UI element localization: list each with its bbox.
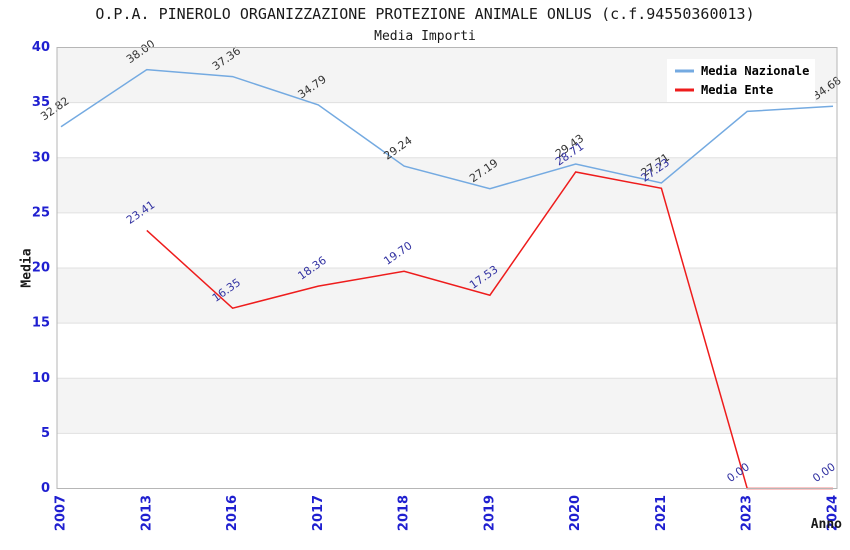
plot-band (57, 268, 837, 324)
plot-band (57, 157, 837, 213)
data-label: 0.00 (724, 460, 752, 485)
plot-band (57, 378, 837, 434)
x-tick-label: 2016 (225, 495, 240, 531)
legend-entry-media-ente: Media Ente (675, 83, 773, 97)
y-tick-label: 15 (32, 316, 50, 331)
legend-entry-media-nazionale: Media Nazionale (675, 64, 809, 78)
data-label: 19.70 (381, 239, 414, 268)
series-line-media-nazionale (60, 68, 834, 190)
series-line-media-ente (146, 171, 833, 490)
y-tick-label: 20 (32, 261, 50, 276)
chart-title: O.P.A. PINEROLO ORGANIZZAZIONE PROTEZION… (95, 5, 754, 23)
legend-label: Media Ente (701, 83, 773, 97)
plot-border (56, 47, 838, 489)
x-tick-label: 2023 (740, 495, 755, 531)
y-axis-title: Media (20, 248, 35, 287)
y-tick-label: 10 (32, 371, 50, 386)
legend-label: Media Nazionale (701, 64, 809, 78)
x-tick-label: 2007 (54, 495, 69, 531)
y-tick-label: 5 (41, 426, 50, 441)
x-tick-label: 2019 (482, 495, 497, 531)
y-tick-label: 35 (32, 95, 50, 110)
legend: Media Nazionale Media Ente (667, 59, 815, 102)
y-tick-label: 40 (32, 40, 50, 55)
x-tick-label: 2021 (654, 495, 669, 531)
legend-box (667, 59, 815, 102)
data-label: 0.00 (810, 460, 838, 485)
x-tick-label: 2024 (826, 495, 841, 531)
x-tick-label: 2018 (397, 495, 412, 531)
x-tick-label: 2020 (568, 495, 583, 531)
y-tick-label: 30 (32, 150, 50, 165)
y-tick-label: 0 (41, 481, 50, 496)
x-tick-label: 2017 (311, 495, 326, 531)
y-tick-label: 25 (32, 205, 50, 220)
x-tick-label: 2013 (139, 495, 154, 531)
chart-subtitle: Media Importi (374, 29, 476, 44)
x-axis-title: Anno (811, 517, 842, 532)
